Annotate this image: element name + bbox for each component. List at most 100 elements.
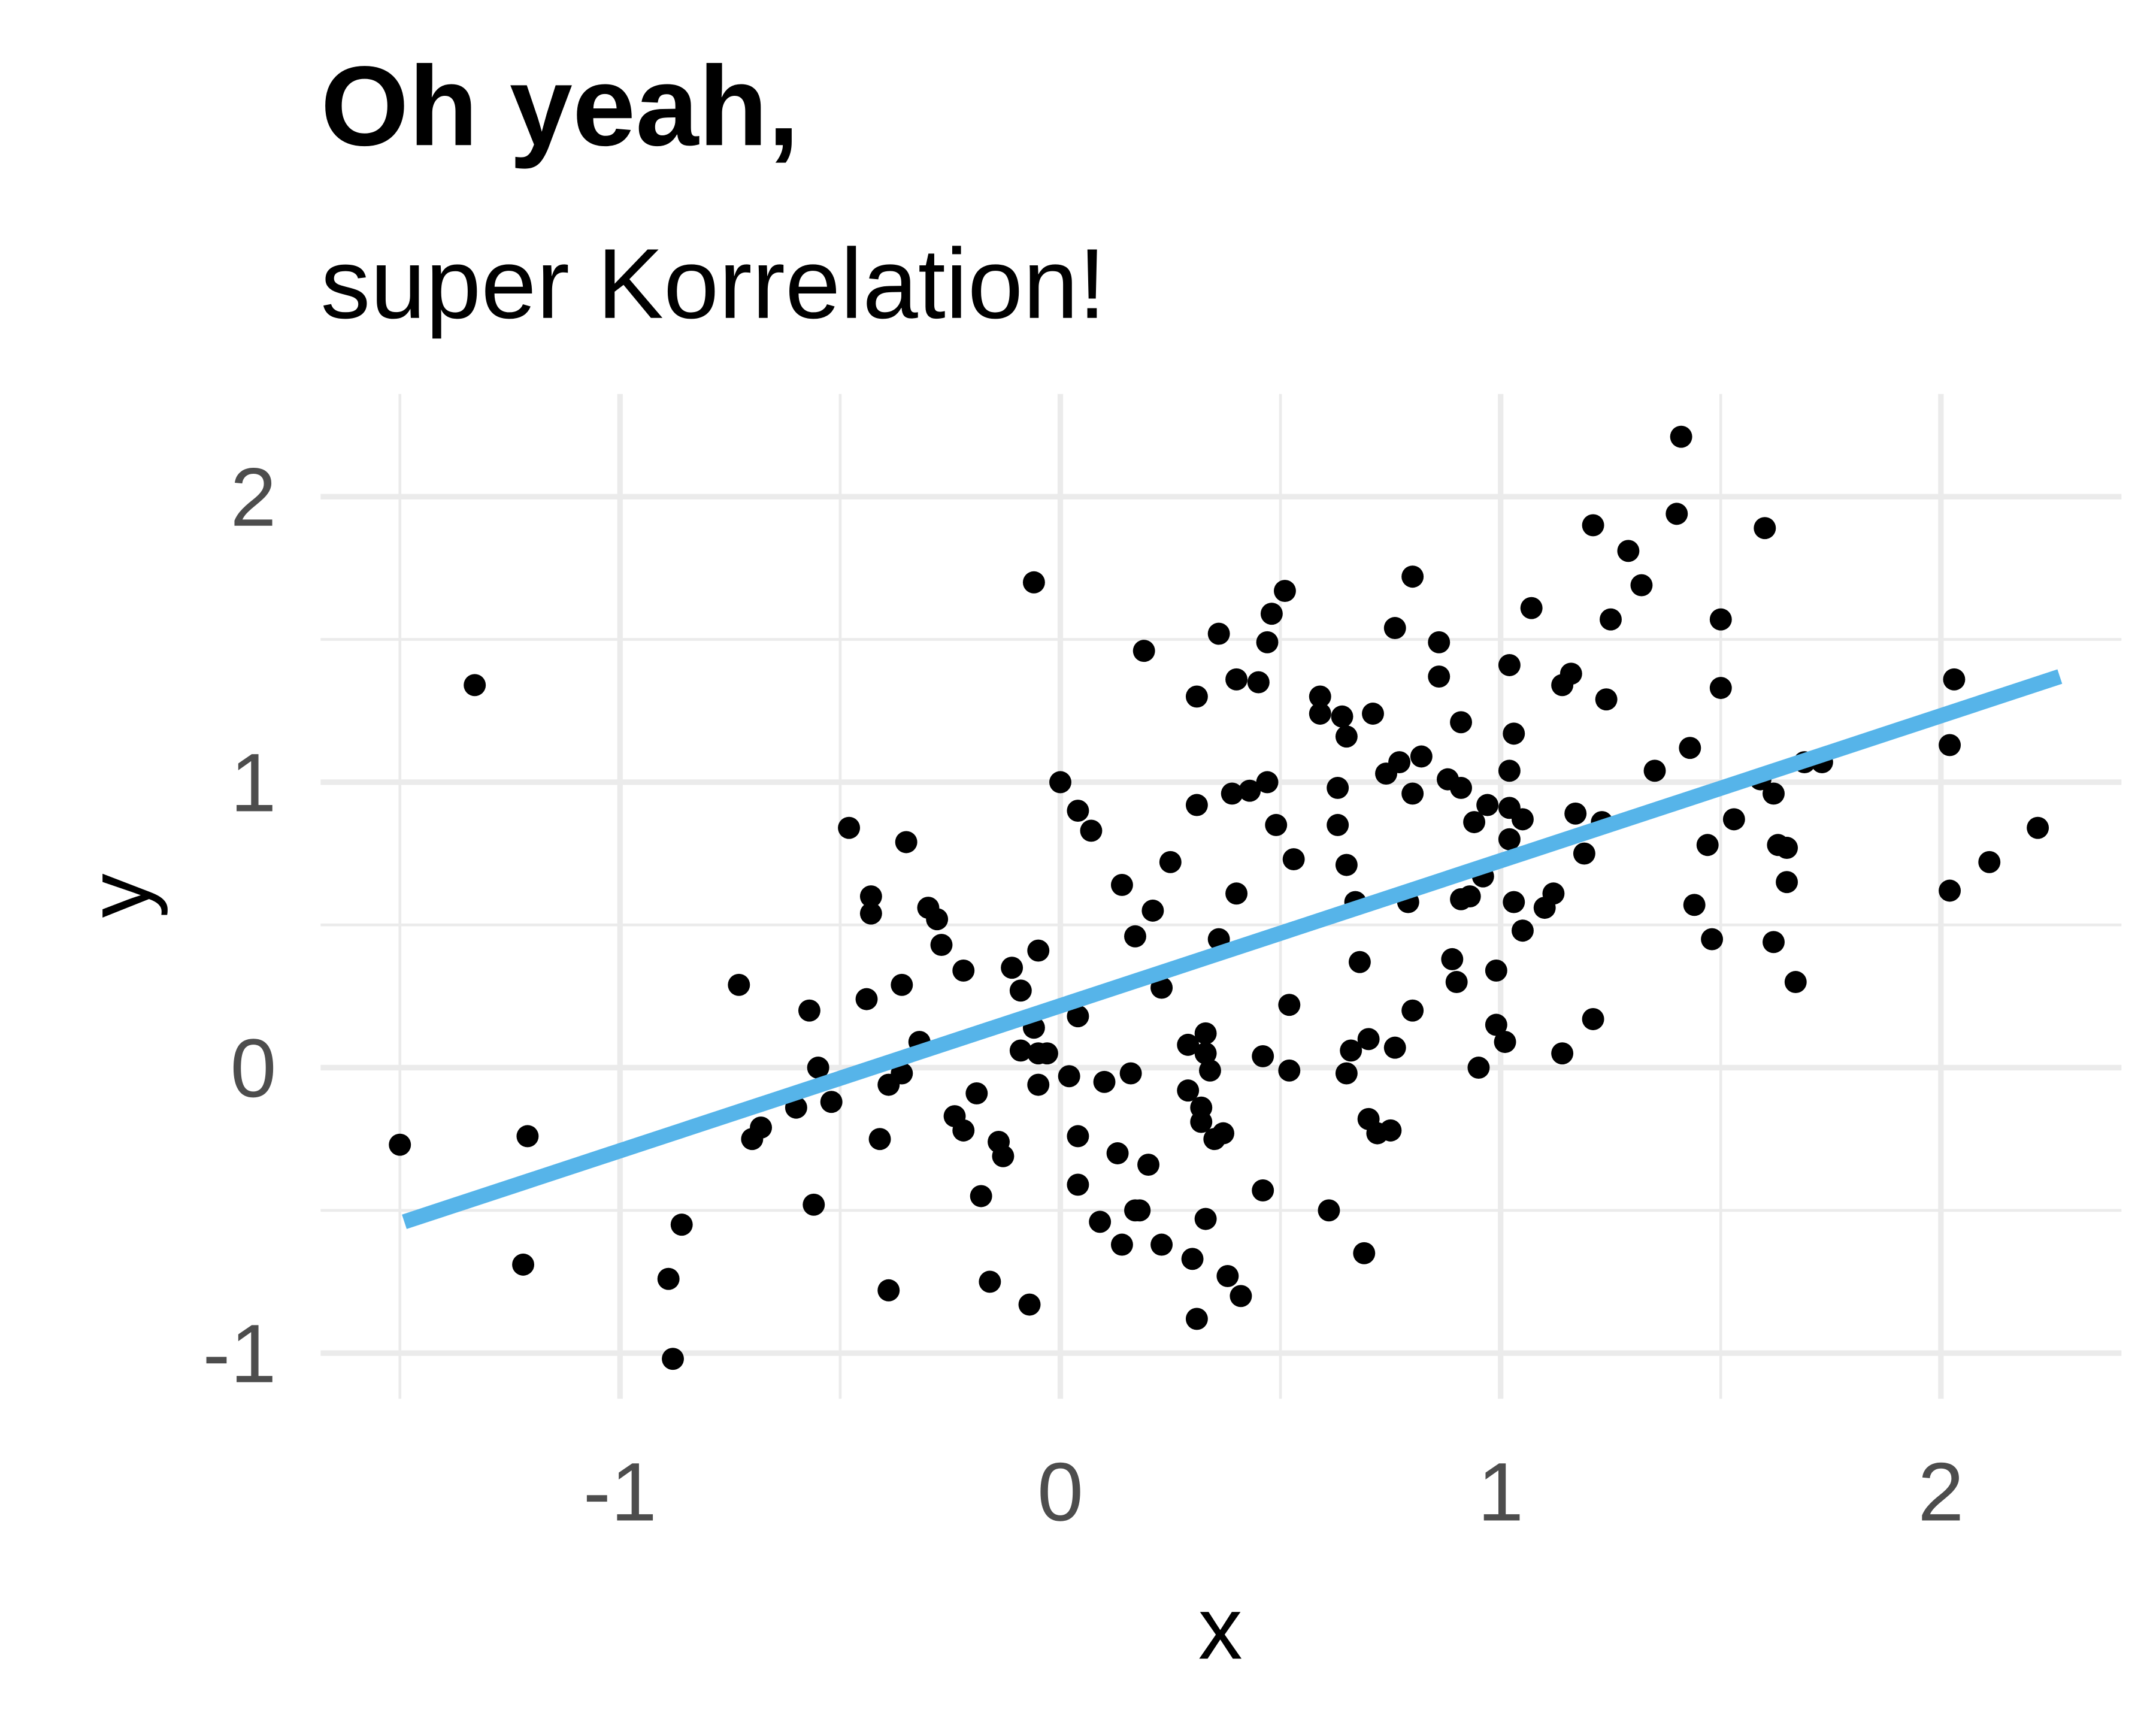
point — [1124, 925, 1146, 948]
point — [1278, 994, 1301, 1016]
point — [1666, 503, 1688, 525]
point — [1696, 834, 1719, 857]
point — [979, 1270, 1001, 1293]
point — [1348, 951, 1371, 973]
point — [1327, 813, 1349, 836]
point — [895, 831, 917, 854]
point — [1335, 1062, 1358, 1085]
point — [1498, 828, 1521, 851]
point — [1216, 1264, 1239, 1287]
point — [1128, 1199, 1151, 1222]
point — [1600, 608, 1622, 631]
point — [1582, 514, 1604, 537]
point — [1106, 1142, 1129, 1164]
point — [1110, 874, 1133, 896]
point — [1335, 854, 1358, 876]
x-axis-title: x — [1198, 1579, 1243, 1678]
y-tick-label: 1 — [231, 737, 277, 829]
point — [1722, 808, 1745, 831]
point — [1035, 1042, 1058, 1065]
point — [1511, 919, 1534, 942]
point — [1379, 1119, 1402, 1142]
point — [1441, 948, 1464, 970]
point — [1221, 782, 1243, 805]
point — [1362, 703, 1384, 725]
x-tick-label: -1 — [583, 1446, 657, 1538]
point — [1185, 794, 1208, 816]
point — [728, 973, 750, 996]
point — [926, 908, 949, 931]
point — [1503, 722, 1525, 745]
point — [1080, 819, 1103, 842]
point — [1327, 776, 1349, 799]
point — [1194, 1208, 1217, 1230]
point — [1309, 685, 1331, 708]
chart-title: Oh yeah, — [320, 43, 799, 170]
point — [1278, 1059, 1301, 1082]
x-tick-label: 1 — [1477, 1446, 1524, 1538]
point — [1776, 837, 1798, 859]
point — [1939, 734, 1961, 756]
point — [1485, 959, 1507, 982]
point — [1763, 931, 1785, 954]
point — [1067, 1005, 1089, 1028]
point — [1383, 617, 1406, 639]
point — [1353, 1242, 1376, 1264]
point — [1009, 979, 1032, 1002]
point — [965, 1082, 988, 1104]
point — [1943, 668, 1966, 691]
point — [1252, 1179, 1274, 1202]
point — [1498, 759, 1521, 782]
point — [1239, 779, 1261, 802]
point — [1494, 1031, 1516, 1054]
x-tick-label: 0 — [1037, 1446, 1083, 1538]
point — [1177, 1079, 1200, 1102]
point — [1093, 1070, 1116, 1093]
point — [516, 1125, 539, 1148]
point — [1331, 705, 1353, 728]
point — [1340, 1039, 1362, 1062]
point — [1679, 737, 1701, 759]
point — [1058, 1065, 1080, 1088]
point — [1247, 671, 1270, 694]
point — [1110, 1233, 1133, 1256]
point — [1049, 771, 1071, 794]
point — [1573, 842, 1595, 865]
point — [1542, 882, 1565, 905]
point — [859, 885, 882, 907]
point — [1185, 685, 1208, 708]
point — [1564, 802, 1587, 825]
chart-subtitle: super Korrelation! — [320, 229, 1106, 340]
point — [1467, 1057, 1490, 1079]
point — [803, 1193, 825, 1216]
point — [389, 1133, 411, 1156]
trend-line — [402, 669, 2063, 1229]
point — [1754, 517, 1776, 540]
point — [1309, 703, 1331, 725]
point — [1401, 565, 1424, 588]
point — [464, 674, 486, 697]
point — [1485, 1013, 1507, 1036]
point — [1256, 631, 1279, 653]
point — [1132, 640, 1155, 662]
point — [1784, 971, 1807, 993]
point — [1252, 1045, 1274, 1067]
point — [1428, 665, 1451, 688]
point — [891, 973, 913, 996]
point — [1022, 571, 1045, 594]
point — [1776, 871, 1798, 894]
y-tick-label: -1 — [202, 1308, 276, 1400]
point — [1458, 885, 1481, 907]
point — [1939, 879, 1961, 902]
point — [1185, 1308, 1208, 1330]
point — [1388, 751, 1411, 773]
point — [670, 1213, 693, 1236]
point — [798, 999, 820, 1022]
point — [1503, 891, 1525, 913]
point — [952, 1119, 975, 1142]
point — [1159, 851, 1182, 873]
point — [1410, 745, 1433, 768]
point — [859, 902, 882, 925]
